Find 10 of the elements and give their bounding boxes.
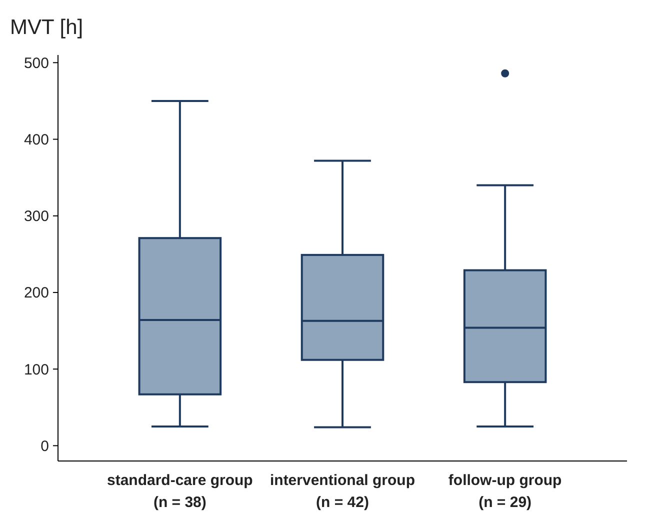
y-tick-label: 0 xyxy=(40,438,49,455)
x-tick-label: interventional group (n = 42) xyxy=(270,472,416,511)
y-tick-label: 500 xyxy=(24,54,49,72)
y-tick-label: 100 xyxy=(24,361,49,378)
y-tick-label: 300 xyxy=(24,208,49,226)
y-tick-label: 200 xyxy=(24,284,49,302)
y-tick-label: 400 xyxy=(24,132,49,149)
x-tick-label: follow-up group (n = 29) xyxy=(448,472,562,511)
x-tick-label: standard-care group (n = 38) xyxy=(106,472,253,511)
y-axis-title: MVT [h] xyxy=(10,16,84,39)
